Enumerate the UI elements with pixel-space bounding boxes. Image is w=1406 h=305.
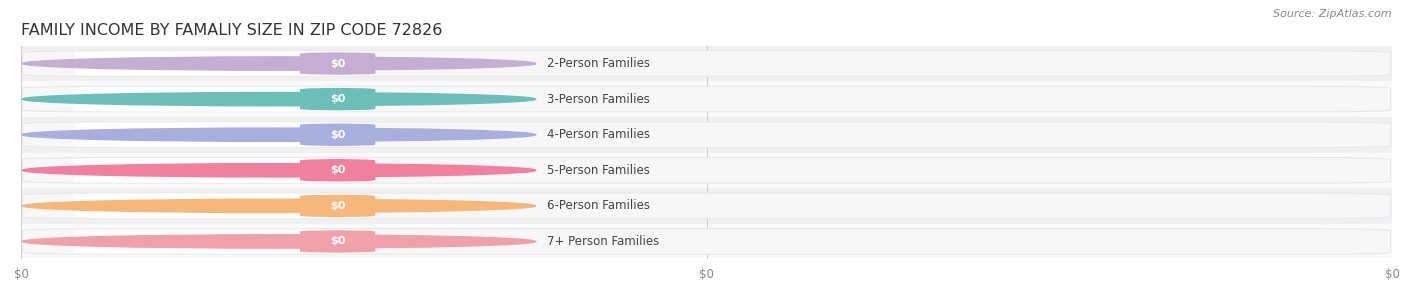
FancyBboxPatch shape (21, 188, 1392, 224)
Text: $0: $0 (330, 130, 346, 140)
FancyBboxPatch shape (73, 193, 368, 218)
FancyBboxPatch shape (73, 229, 368, 254)
Text: $0: $0 (330, 59, 346, 69)
Circle shape (22, 199, 536, 213)
FancyBboxPatch shape (299, 52, 375, 75)
Text: 6-Person Families: 6-Person Families (547, 199, 650, 212)
FancyBboxPatch shape (22, 122, 1391, 148)
FancyBboxPatch shape (299, 159, 375, 182)
FancyBboxPatch shape (73, 122, 368, 147)
FancyBboxPatch shape (73, 87, 368, 112)
Circle shape (22, 235, 536, 248)
Text: 7+ Person Families: 7+ Person Families (547, 235, 659, 248)
Text: 4-Person Families: 4-Person Families (547, 128, 650, 141)
Text: $0: $0 (330, 201, 346, 211)
Text: 5-Person Families: 5-Person Families (547, 164, 650, 177)
FancyBboxPatch shape (22, 229, 1391, 254)
FancyBboxPatch shape (299, 195, 375, 217)
FancyBboxPatch shape (21, 81, 1392, 117)
Text: 3-Person Families: 3-Person Families (547, 93, 650, 106)
FancyBboxPatch shape (73, 51, 368, 76)
FancyBboxPatch shape (299, 123, 375, 146)
Circle shape (22, 163, 536, 177)
FancyBboxPatch shape (21, 46, 1392, 81)
FancyBboxPatch shape (22, 193, 1391, 219)
Text: FAMILY INCOME BY FAMALIY SIZE IN ZIP CODE 72826: FAMILY INCOME BY FAMALIY SIZE IN ZIP COD… (21, 23, 443, 38)
Text: 2-Person Families: 2-Person Families (547, 57, 650, 70)
FancyBboxPatch shape (73, 158, 368, 183)
FancyBboxPatch shape (22, 86, 1391, 112)
FancyBboxPatch shape (21, 224, 1392, 259)
FancyBboxPatch shape (299, 230, 375, 253)
Circle shape (22, 128, 536, 142)
Text: $0: $0 (330, 236, 346, 246)
FancyBboxPatch shape (22, 157, 1391, 183)
Circle shape (22, 57, 536, 70)
Text: Source: ZipAtlas.com: Source: ZipAtlas.com (1274, 9, 1392, 19)
Text: $0: $0 (330, 165, 346, 175)
FancyBboxPatch shape (22, 51, 1391, 76)
FancyBboxPatch shape (21, 152, 1392, 188)
FancyBboxPatch shape (21, 117, 1392, 152)
Text: $0: $0 (330, 94, 346, 104)
Circle shape (22, 92, 536, 106)
FancyBboxPatch shape (299, 88, 375, 110)
